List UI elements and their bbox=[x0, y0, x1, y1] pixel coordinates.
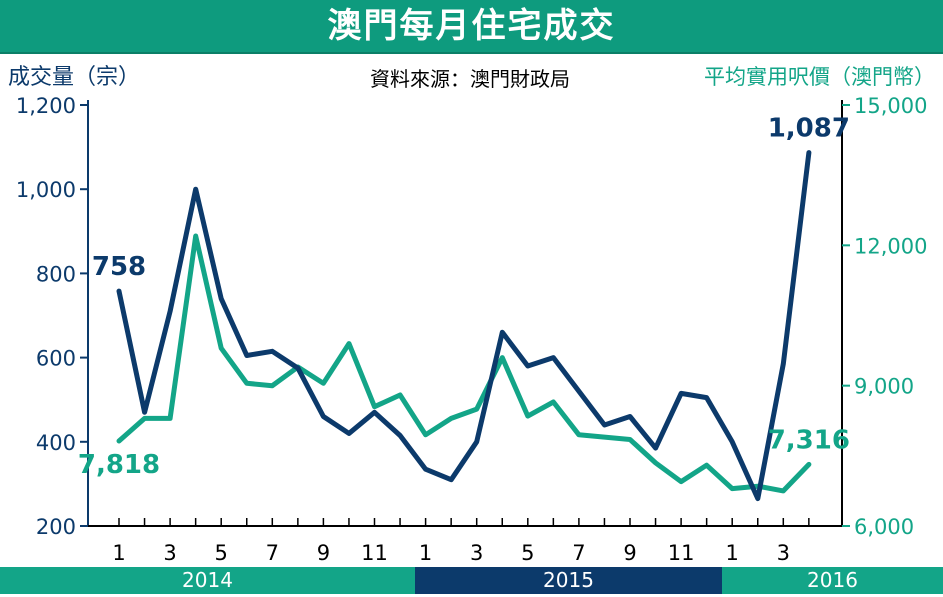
x-tick-label: 3 bbox=[777, 541, 790, 565]
source-note: 資料來源：澳門財政局 bbox=[370, 67, 570, 91]
x-tick-label: 5 bbox=[215, 541, 228, 565]
left-tick-label: 600 bbox=[36, 347, 76, 371]
data-label: 1,087 bbox=[768, 114, 850, 144]
left-axis-label: 成交量（宗） bbox=[8, 65, 140, 90]
year-band bbox=[415, 567, 722, 594]
x-tick-label: 1 bbox=[112, 541, 125, 565]
year-bands: 2014 2015 2016 bbox=[0, 567, 943, 594]
x-tick-label: 1 bbox=[419, 541, 432, 565]
x-tick-label: 11 bbox=[361, 541, 388, 565]
x-tick-label: 9 bbox=[623, 541, 636, 565]
x-tick-label: 7 bbox=[572, 541, 585, 565]
x-tick-label: 3 bbox=[163, 541, 176, 565]
year-band bbox=[0, 567, 415, 594]
x-tick-label: 5 bbox=[521, 541, 534, 565]
x-axis-ticks: 1 3 5 7 9 11 1 3 5 7 9 11 1 3 bbox=[112, 518, 810, 565]
right-tick-label: 12,000 bbox=[854, 234, 927, 258]
x-tick-label: 11 bbox=[668, 541, 695, 565]
left-tick-label: 800 bbox=[36, 262, 76, 286]
left-tick-label: 1,000 bbox=[16, 178, 76, 202]
chart-title: 澳門每月住宅成交 bbox=[327, 6, 616, 46]
year-label: 2014 bbox=[182, 568, 233, 592]
series-line-volume bbox=[116, 150, 812, 502]
right-axis-label: 平均實用呎價（澳門幣） bbox=[704, 65, 935, 89]
left-tick-label: 1,200 bbox=[16, 94, 76, 118]
year-label: 2016 bbox=[807, 568, 858, 592]
year-band bbox=[722, 567, 943, 594]
left-tick-label: 400 bbox=[36, 431, 76, 455]
title-bar: 澳門每月住宅成交 bbox=[0, 0, 943, 54]
x-tick-label: 3 bbox=[470, 541, 483, 565]
left-axis-ticks: 200 400 600 800 1,000 1,200 bbox=[16, 94, 88, 539]
right-axis-ticks: 6,000 9,000 12,000 15,000 bbox=[842, 94, 927, 539]
data-label: 7,818 bbox=[78, 450, 160, 480]
axes bbox=[87, 100, 843, 527]
x-tick-label: 9 bbox=[317, 541, 330, 565]
x-tick-label: 1 bbox=[726, 541, 739, 565]
year-label: 2015 bbox=[543, 568, 594, 592]
right-tick-label: 6,000 bbox=[854, 515, 914, 539]
series-line-price bbox=[116, 233, 812, 494]
data-label: 7,316 bbox=[768, 425, 850, 455]
series-lines bbox=[116, 150, 812, 502]
left-tick-label: 200 bbox=[36, 515, 76, 539]
right-tick-label: 15,000 bbox=[854, 94, 927, 118]
right-tick-label: 9,000 bbox=[854, 375, 914, 399]
data-annotations: 758 1,087 7,818 7,316 bbox=[78, 114, 850, 480]
x-tick-label: 7 bbox=[266, 541, 279, 565]
data-label: 758 bbox=[92, 252, 146, 282]
